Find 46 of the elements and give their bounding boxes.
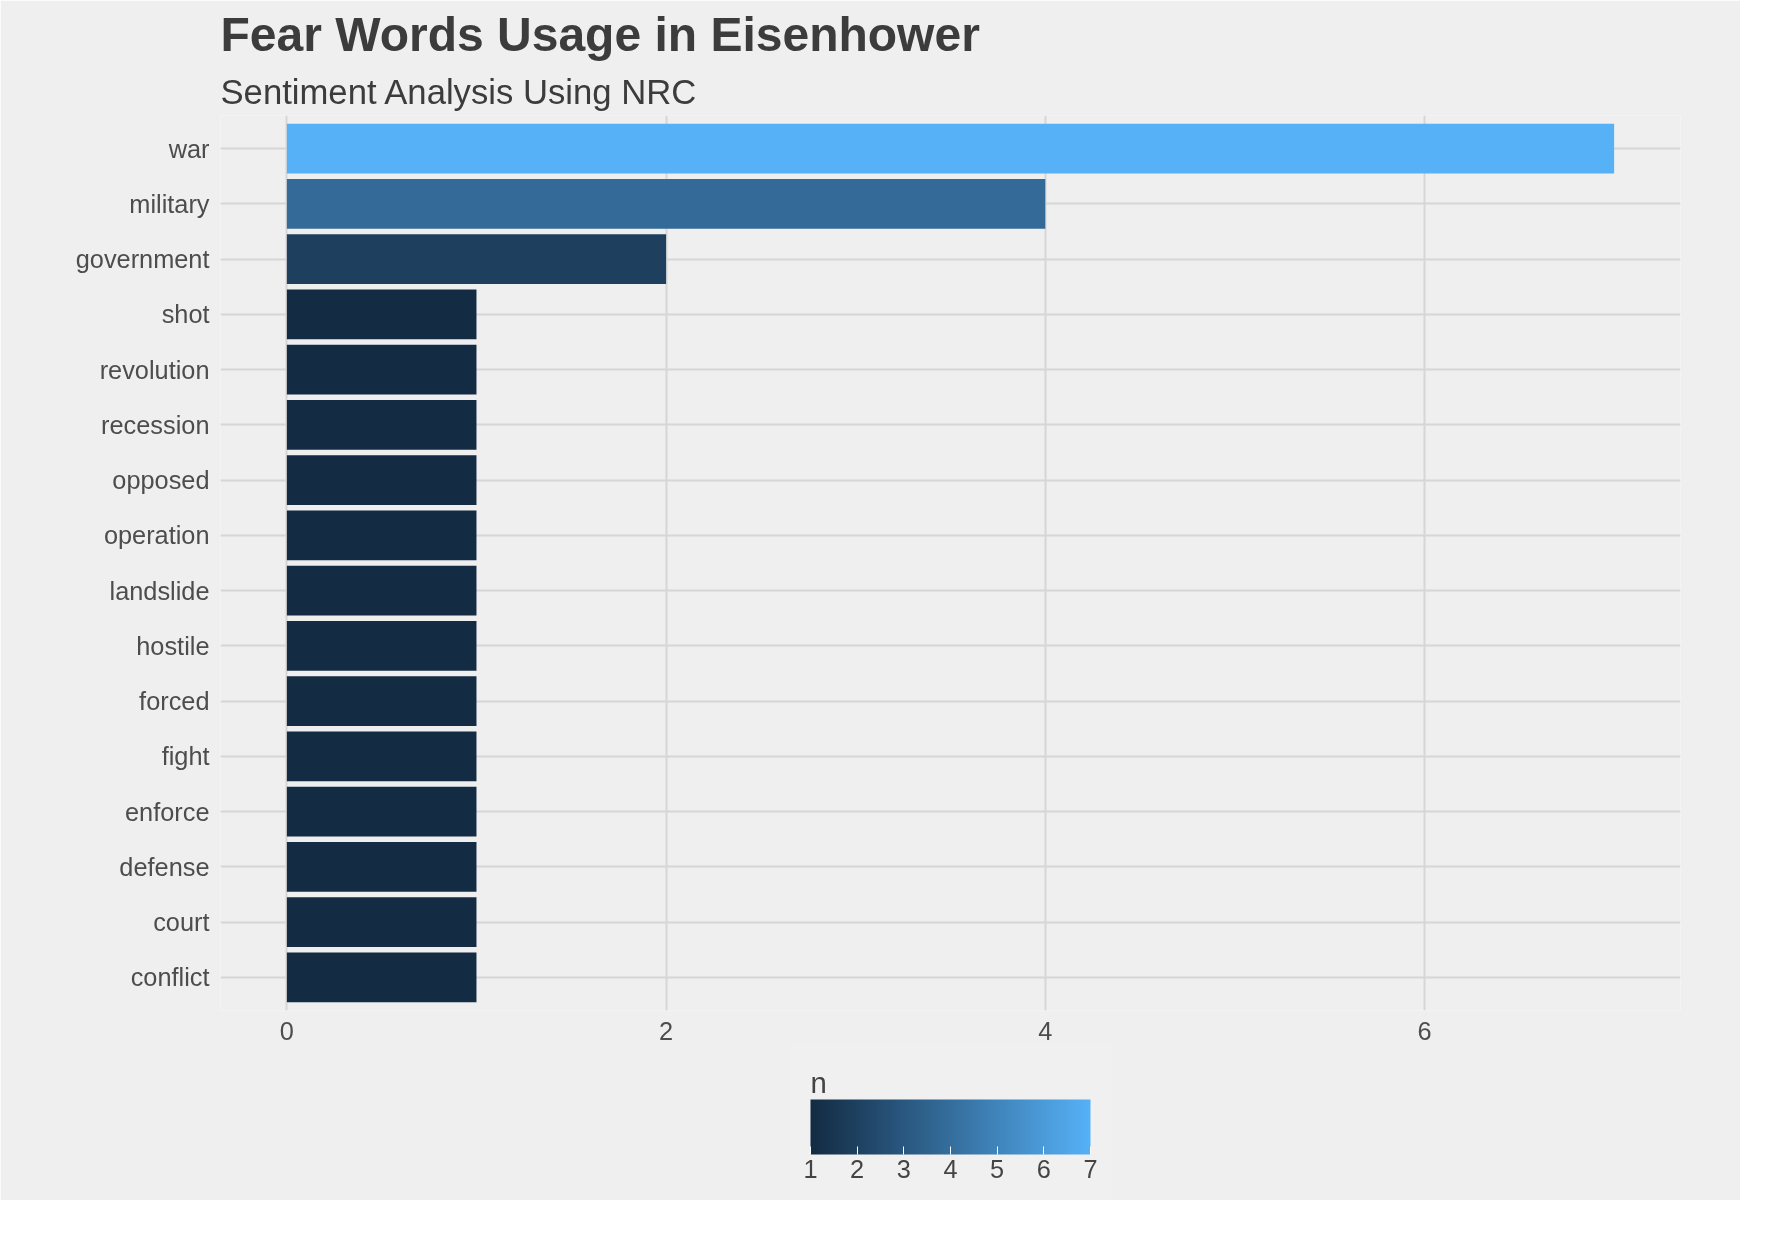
y-tick-label: revolution — [99, 355, 210, 384]
color-bar-label: 2 — [850, 1154, 865, 1183]
color-bar-title: n — [810, 1065, 827, 1099]
y-tick-label: forced — [139, 687, 210, 716]
color-bar-label: 6 — [1036, 1154, 1051, 1183]
color-bar-label: 5 — [990, 1154, 1005, 1183]
bar — [286, 621, 477, 671]
y-tick-label: war — [167, 134, 211, 163]
y-tick-label: landslide — [109, 576, 210, 605]
y-tick-label: court — [153, 908, 210, 937]
y-tick-label: hostile — [136, 631, 210, 660]
chart-title: Fear Words Usage in Eisenhower — [220, 7, 980, 61]
bar — [286, 400, 477, 450]
bar — [286, 786, 477, 837]
bar — [286, 952, 477, 1003]
bar — [286, 897, 477, 947]
x-tick-label: 6 — [1417, 1016, 1432, 1045]
bar — [286, 510, 477, 561]
y-tick-label: defense — [119, 852, 210, 881]
x-tick-label: 2 — [659, 1016, 674, 1045]
x-tick-label: 0 — [279, 1016, 294, 1045]
y-tick-label: recession — [101, 410, 210, 439]
bar — [286, 123, 1615, 174]
chart-subtitle: Sentiment Analysis Using NRC — [220, 72, 697, 111]
bar — [286, 344, 477, 395]
bar — [286, 455, 477, 505]
y-tick-label: opposed — [112, 466, 210, 495]
color-bar-label: 3 — [896, 1154, 911, 1183]
bar — [286, 234, 667, 284]
color-bar-label: 4 — [943, 1154, 958, 1183]
x-tick-label: 4 — [1038, 1016, 1053, 1045]
color-bar-label: 7 — [1083, 1154, 1098, 1183]
y-tick-label: shot — [161, 300, 210, 329]
y-tick-label: military — [129, 189, 210, 218]
bar — [286, 731, 477, 782]
y-tick-label: fight — [161, 742, 210, 771]
y-tick-label: enforce — [125, 797, 210, 826]
y-tick-label: operation — [103, 521, 210, 550]
color-bar-label: 1 — [803, 1154, 818, 1183]
bar — [286, 842, 477, 892]
y-tick-label: government — [75, 245, 210, 274]
bar — [286, 179, 1046, 229]
bar — [286, 676, 477, 726]
y-tick-label: conflict — [130, 963, 210, 992]
bar — [286, 565, 477, 616]
bar — [286, 289, 477, 340]
